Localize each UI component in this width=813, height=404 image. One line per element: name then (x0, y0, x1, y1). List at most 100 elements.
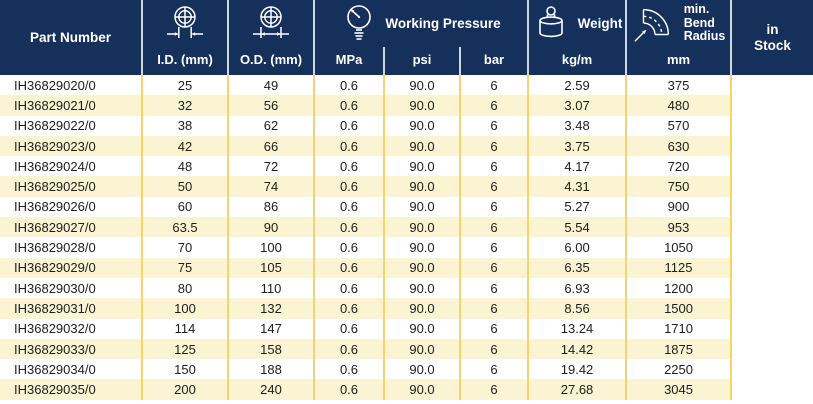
id-cell: 32 (141, 95, 228, 116)
id-cell: 60 (141, 196, 228, 218)
weight-cell: 6.35 (527, 257, 627, 278)
in-stock-cell (730, 277, 813, 299)
in-stock-cell (730, 237, 813, 258)
weight-cell: 5.54 (527, 217, 627, 238)
psi-cell: 90.0 (383, 318, 460, 339)
id-cell: 100 (141, 298, 228, 319)
weight-cell: 3.48 (527, 115, 627, 136)
bend-radius-cell: 3045 (625, 379, 732, 400)
pressure-gauge-icon (341, 3, 377, 45)
bar-cell: 6 (458, 135, 529, 157)
part-number-cell: IH36829022/0 (0, 115, 142, 136)
mpa-cell: 0.6 (313, 75, 384, 96)
weight-cell: 6.93 (527, 277, 627, 299)
id-cell: 63.5 (141, 217, 228, 238)
bar-cell: 6 (458, 318, 529, 339)
weight-cell: 3.75 (527, 135, 627, 157)
mpa-cell: 0.6 (313, 277, 384, 299)
bar-cell: 6 (458, 75, 529, 96)
bar-cell: 6 (458, 257, 529, 278)
part-number-cell: IH36829020/0 (0, 75, 142, 96)
weight-icon (532, 4, 570, 44)
bend-radius-cell: 1125 (625, 257, 732, 278)
psi-cell: 90.0 (383, 95, 460, 116)
weight-cell: 4.31 (527, 176, 627, 197)
mpa-cell: 0.6 (313, 338, 384, 360)
subheader-mpa: MPa (313, 47, 385, 75)
psi-cell: 90.0 (383, 257, 460, 278)
mpa-cell: 0.6 (313, 135, 384, 157)
part-number-cell: IH36829023/0 (0, 135, 142, 157)
table-row: IH36829035/0 200 240 0.6 90.0 6 27.68 30… (0, 379, 813, 400)
weight-cell: 8.56 (527, 298, 627, 319)
column-header-bend-radius: min. Bend Radius (625, 0, 733, 47)
psi-cell: 90.0 (383, 176, 460, 197)
table-body: IH36829020/0 25 49 0.6 90.0 6 2.59 375 I… (0, 75, 813, 400)
bar-cell: 6 (458, 95, 529, 116)
od-cell: 158 (227, 338, 314, 360)
od-cell: 74 (227, 176, 314, 197)
psi-cell: 90.0 (383, 359, 460, 380)
subheader-id: I.D. (mm) (142, 47, 229, 75)
bend-radius-cell: 900 (625, 196, 732, 218)
subheader-bar: bar (458, 47, 530, 75)
psi-cell: 90.0 (383, 156, 460, 177)
weight-cell: 4.17 (527, 156, 627, 177)
table-row: IH36829024/0 48 72 0.6 90.0 6 4.17 720 (0, 156, 813, 177)
od-cell: 132 (227, 298, 314, 319)
od-cell: 188 (227, 359, 314, 380)
weight-cell: 3.07 (527, 95, 627, 116)
part-number-cell: IH36829035/0 (0, 379, 142, 400)
part-number-cell: IH36829032/0 (0, 318, 142, 339)
mpa-cell: 0.6 (313, 379, 384, 400)
id-cell: 80 (141, 277, 228, 299)
psi-cell: 90.0 (383, 277, 460, 299)
table-row: IH36829026/0 60 86 0.6 90.0 6 5.27 900 (0, 196, 813, 218)
subheader-kgm: kg/m (527, 47, 628, 75)
bar-cell: 6 (458, 277, 529, 299)
bend-radius-cell: 1050 (625, 237, 732, 258)
id-cell: 38 (141, 115, 228, 136)
column-header-weight: Weight (527, 0, 628, 47)
mpa-cell: 0.6 (313, 257, 384, 278)
mpa-cell: 0.6 (313, 156, 384, 177)
subheader-mm: mm (625, 47, 732, 75)
id-cell: 200 (141, 379, 228, 400)
table-row: IH36829032/0 114 147 0.6 90.0 6 13.24 17… (0, 318, 813, 339)
in-stock-cell (730, 75, 813, 96)
weight-cell: 2.59 (527, 75, 627, 96)
bar-cell: 6 (458, 156, 529, 177)
part-number-cell: IH36829025/0 (0, 176, 142, 197)
part-number-cell: IH36829028/0 (0, 237, 142, 258)
psi-cell: 90.0 (383, 115, 460, 136)
od-cell: 90 (227, 217, 314, 238)
od-cell: 62 (227, 115, 314, 136)
table-row: IH36829022/0 38 62 0.6 90.0 6 3.48 570 (0, 115, 813, 136)
table-row: IH36829027/0 63.5 90 0.6 90.0 6 5.54 953 (0, 217, 813, 238)
column-header-od-icon-cell (227, 0, 315, 47)
mpa-cell: 0.6 (313, 115, 384, 136)
column-header-part-number: Part Number (0, 0, 143, 75)
id-cell: 42 (141, 135, 228, 157)
bend-radius-cell: 1875 (625, 338, 732, 360)
column-header-working-pressure: Working Pressure (312, 0, 530, 47)
in-stock-cell (730, 257, 813, 278)
weight-cell: 27.68 (527, 379, 627, 400)
bend-radius-cell: 630 (625, 135, 732, 157)
mpa-cell: 0.6 (313, 176, 384, 197)
inner-diameter-icon (143, 3, 227, 45)
od-cell: 100 (227, 237, 314, 258)
id-cell: 25 (141, 75, 228, 96)
in-stock-cell (730, 176, 813, 197)
bend-radius-label: min. Bend Radius (683, 2, 726, 44)
part-number-cell: IH36829030/0 (0, 277, 142, 299)
table-row: IH36829034/0 150 188 0.6 90.0 6 19.42 22… (0, 359, 813, 380)
subheader-od: O.D. (mm) (227, 47, 315, 75)
weight-cell: 5.27 (527, 196, 627, 218)
psi-cell: 90.0 (383, 217, 460, 238)
id-cell: 70 (141, 237, 228, 258)
part-number-cell: IH36829031/0 (0, 298, 142, 319)
od-cell: 56 (227, 95, 314, 116)
od-cell: 147 (227, 318, 314, 339)
